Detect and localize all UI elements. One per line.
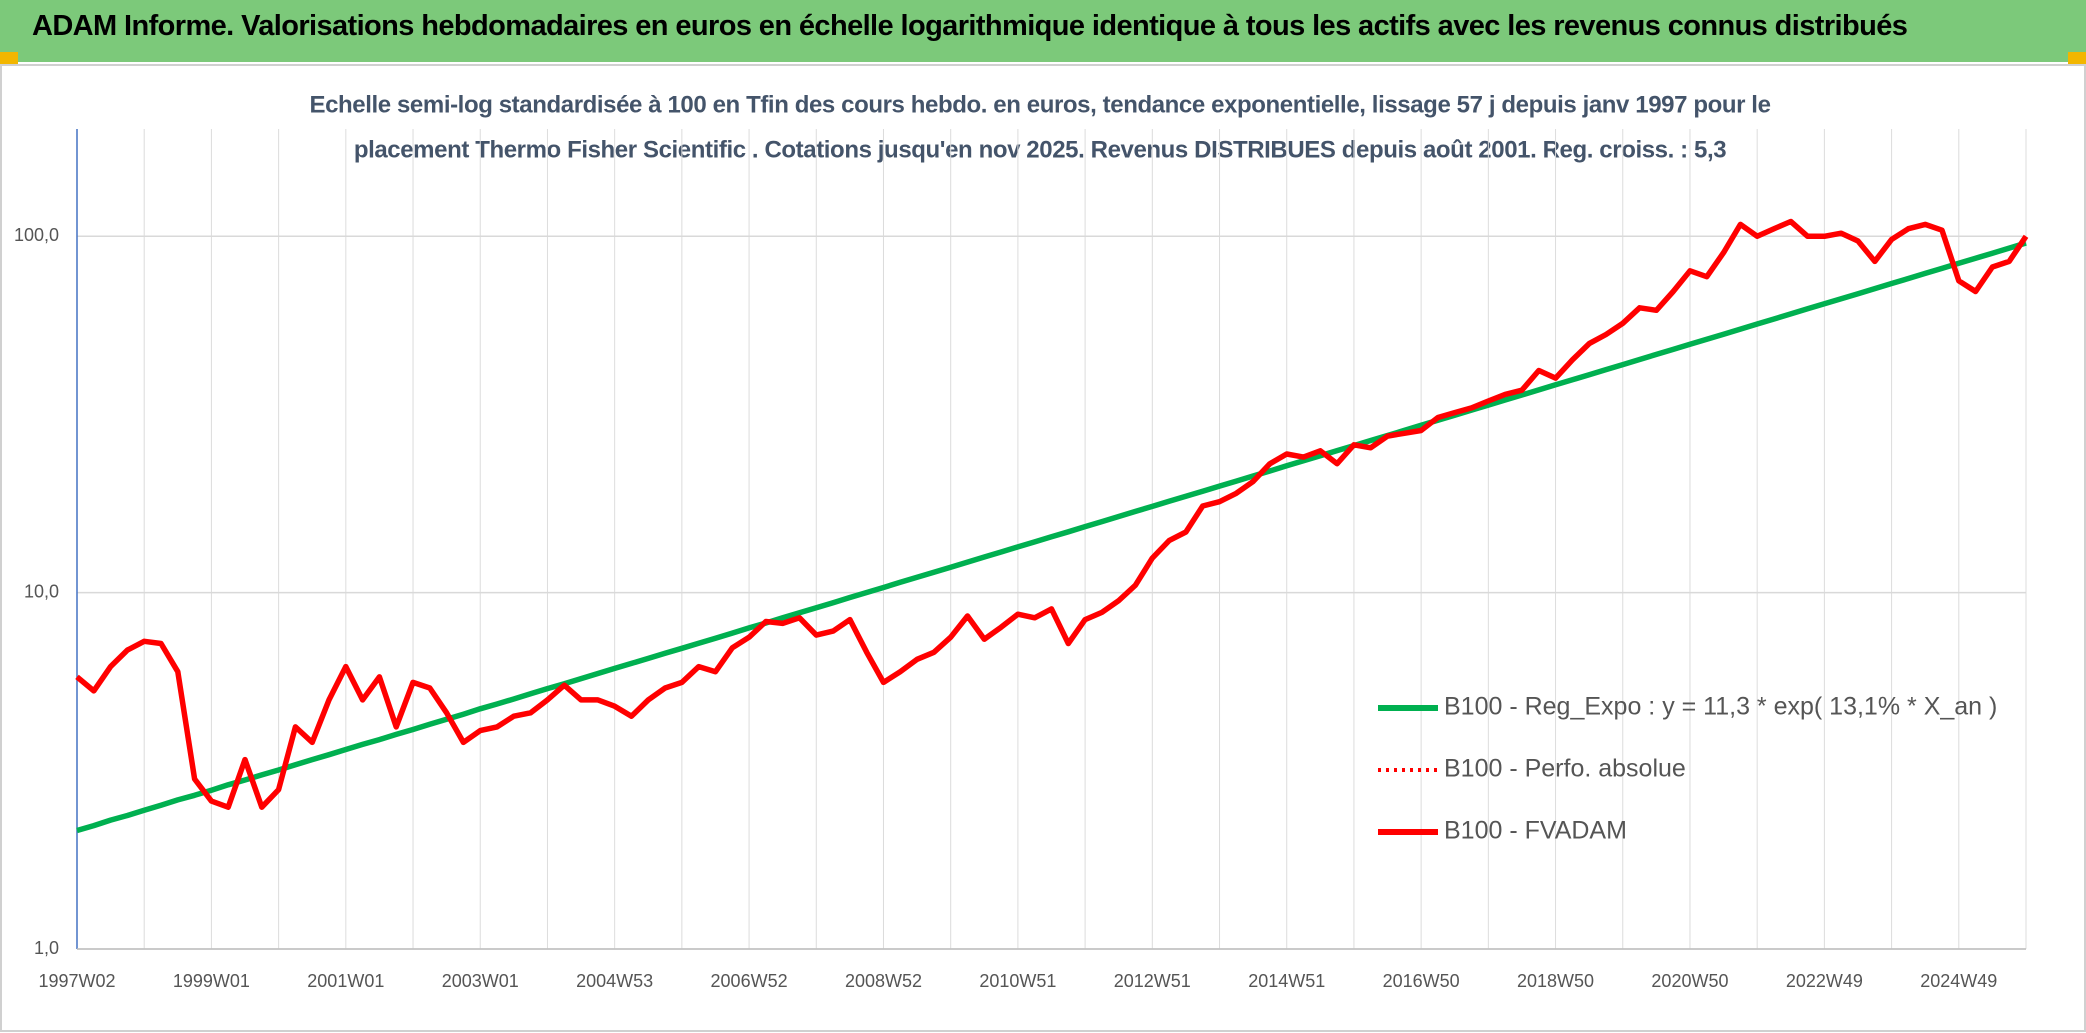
chart-subtitle: Echelle semi-log standardisée à 100 en T… — [309, 91, 1770, 118]
x-tick-label: 2004W53 — [576, 971, 653, 991]
chart-subtitle: placement Thermo Fisher Scientific . Cot… — [354, 136, 1726, 163]
x-tick-label: 2018W50 — [1517, 971, 1594, 991]
corner-mark — [0, 52, 18, 64]
x-tick-label: 2008W52 — [845, 971, 922, 991]
x-tick-label: 1997W02 — [38, 971, 115, 991]
legend-label: B100 - Perfo. absolue — [1444, 755, 1686, 783]
y-tick-label: 1,0 — [34, 938, 59, 958]
x-tick-label: 2012W51 — [1114, 971, 1191, 991]
chart-frame — [0, 64, 2086, 1032]
chart: Echelle semi-log standardisée à 100 en T… — [0, 64, 2086, 1032]
x-tick-label: 2016W50 — [1383, 971, 1460, 991]
x-tick-label: 2010W51 — [979, 971, 1056, 991]
x-tick-label: 1999W01 — [173, 971, 250, 991]
y-tick-label: 100,0 — [14, 225, 59, 245]
header: ADAM Informe. Valorisations hebdomadaire… — [0, 0, 2086, 62]
series-line — [75, 218, 2029, 810]
x-tick-label: 2020W50 — [1651, 971, 1728, 991]
y-tick-label: 10,0 — [24, 581, 59, 601]
x-tick-label: 2006W52 — [711, 971, 788, 991]
series-line — [76, 240, 2027, 834]
legend-label: B100 - FVADAM — [1444, 817, 1627, 845]
x-tick-label: 2003W01 — [442, 971, 519, 991]
header-title: ADAM Informe. Valorisations hebdomadaire… — [32, 10, 1908, 42]
legend-label: B100 - Reg_Expo : y = 11,3 * exp( 13,1% … — [1444, 693, 1997, 721]
corner-mark — [2068, 52, 2086, 64]
x-tick-label: 2024W49 — [1920, 971, 1997, 991]
x-tick-label: 2022W49 — [1786, 971, 1863, 991]
x-tick-label: 2001W01 — [307, 971, 384, 991]
x-tick-label: 2014W51 — [1248, 971, 1325, 991]
